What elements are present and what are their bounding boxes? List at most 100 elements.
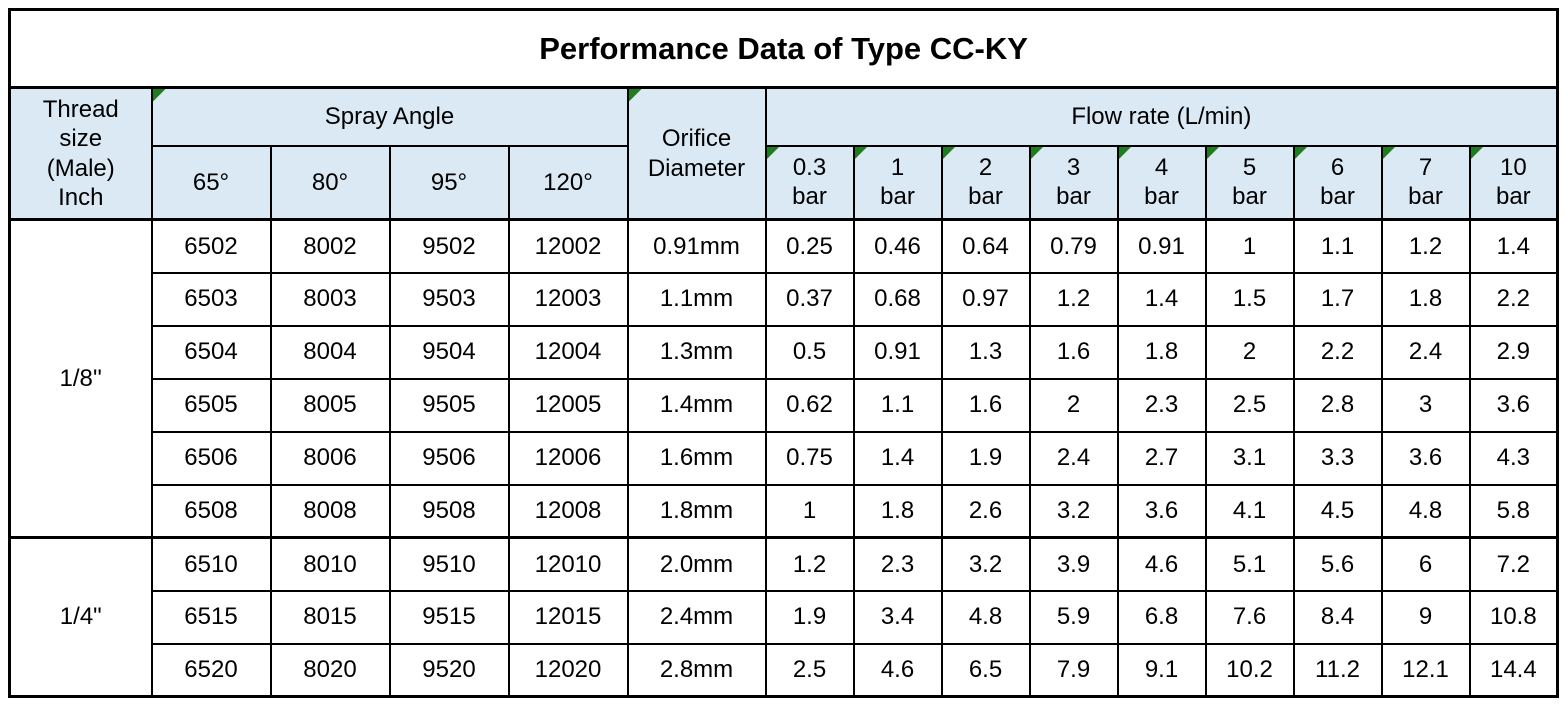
flow-rate-cell: 1.8 [1380,271,1471,327]
header-pressure-5bar: 5 bar [1204,144,1295,221]
flow-rate-cell: 2.3 [852,536,943,592]
header-pressure-2bar: 2 bar [940,144,1031,221]
flow-rate-cell: 3.6 [1468,377,1559,433]
orifice-diameter-cell: 2.0mm [626,536,767,592]
flow-rate-cell: 0.46 [852,218,943,274]
flow-rate-cell: 4.8 [940,589,1031,645]
header-pressure-0-3bar: 0.3 bar [764,144,855,221]
header-angle-65: 65° [150,144,272,221]
data-row: 6506 8006 9506 12006 1.6mm 0.75 1.4 1.9 2.4 2.7 3.… [10,430,1559,486]
flow-rate-cell: 4.8 [1380,483,1471,539]
data-row: 6505 8005 9505 12005 1.4mm 0.62 1.1 1.6 2 2.3 2.5 2… [10,377,1559,433]
flow-rate-cell: 2.6 [940,483,1031,539]
orifice-diameter-cell: 1.8mm [626,483,767,539]
flow-rate-cell: 8.4 [1292,589,1383,645]
flow-rate-cell: 0.25 [764,218,855,274]
flow-rate-cell: 2.8 [1292,377,1383,433]
flow-rate-cell: 7.9 [1028,642,1119,698]
data-row: 1/8'' 6502 8002 9502 12002 0.91mm 0.25 0.46 0.64… [8,218,1559,539]
flow-rate-cell: 0.97 [940,271,1031,327]
data-row: 1/4" 6510 8010 9510 12010 2.0mm 1.2 2.3 3.2 3.9 4.… [8,536,1559,698]
model-number-cell: 6502 [150,218,272,274]
flow-rate-cell: 3.3 [1292,430,1383,486]
flow-rate-cell: 1.8 [1116,324,1207,380]
flow-rate-cell: 1.3 [940,324,1031,380]
model-number-cell: 8005 [269,377,391,433]
flow-rate-cell: 0.75 [764,430,855,486]
model-number-cell: 6503 [150,271,272,327]
flow-rate-cell: 0.64 [940,218,1031,274]
header-angle-95: 95° [388,144,510,221]
model-number-cell: 9510 [388,536,510,592]
flow-rate-cell: 5.8 [1468,483,1559,539]
flow-rate-cell: 1.1 [852,377,943,433]
model-number-cell: 12006 [507,430,629,486]
model-number-cell: 12002 [507,218,629,274]
flow-rate-cell: 1.7 [1292,271,1383,327]
flow-rate-cell: 3.6 [1116,483,1207,539]
flow-rate-cell: 6.5 [940,642,1031,698]
flow-rate-cell: 2 [1028,377,1119,433]
flow-rate-cell: 4.3 [1468,430,1559,486]
orifice-diameter-cell: 2.4mm [626,589,767,645]
flow-rate-cell: 1.1 [1292,218,1383,274]
flow-rate-cell: 11.2 [1292,642,1383,698]
header-pressure-10bar: 10 bar [1468,144,1559,221]
flow-rate-cell: 9 [1380,589,1471,645]
flow-rate-cell: 2.5 [764,642,855,698]
flow-rate-cell: 1 [1204,218,1295,274]
flow-rate-cell: 7.2 [1468,536,1559,592]
model-number-cell: 6510 [150,536,272,592]
data-row: 6520 8020 9520 12020 2.8mm 2.5 4.6 6.5 7.9 9.1 10.… [10,642,1559,698]
header-group-row: Thread size (Male) Inch Spray Angle Orif… [8,86,1559,221]
flow-rate-cell: 3 [1380,377,1471,433]
flow-rate-cell: 1.6 [1028,324,1119,380]
flow-rate-cell: 1.4 [1116,271,1207,327]
flow-rate-cell: 1.2 [764,536,855,592]
model-number-cell: 12008 [507,483,629,539]
flow-rate-cell: 1.4 [852,430,943,486]
flow-rate-cell: 1.6 [940,377,1031,433]
model-number-cell: 8006 [269,430,391,486]
flow-rate-cell: 0.91 [1116,218,1207,274]
flow-rate-cell: 2.2 [1468,271,1559,327]
model-number-cell: 12004 [507,324,629,380]
flow-rate-cell: 10.2 [1204,642,1295,698]
performance-table: Performance Data of Type CC-KY Thread si… [8,8,1560,698]
flow-rate-cell: 4.6 [852,642,943,698]
model-number-cell: 12020 [507,642,629,698]
model-number-cell: 6505 [150,377,272,433]
model-number-cell: 6508 [150,483,272,539]
flow-rate-cell: 0.62 [764,377,855,433]
flow-rate-cell: 3.2 [940,536,1031,592]
model-number-cell: 8008 [269,483,391,539]
flow-rate-cell: 3.4 [852,589,943,645]
flow-rate-cell: 5.6 [1292,536,1383,592]
flow-rate-cell: 1.5 [1204,271,1295,327]
flow-rate-cell: 4.1 [1204,483,1295,539]
table-title: Performance Data of Type CC-KY [8,8,1559,89]
model-number-cell: 12005 [507,377,629,433]
model-number-cell: 12003 [507,271,629,327]
model-number-cell: 12015 [507,589,629,645]
header-pressure-3bar: 3 bar [1028,144,1119,221]
flow-rate-cell: 0.37 [764,271,855,327]
flow-rate-cell: 2.5 [1204,377,1295,433]
flow-rate-cell: 10.8 [1468,589,1559,645]
flow-rate-cell: 0.68 [852,271,943,327]
model-number-cell: 8004 [269,324,391,380]
data-row: 6503 8003 9503 12003 1.1mm 0.37 0.68 0.97 1.2 1.4… [10,271,1559,327]
header-pressure-4bar: 4 bar [1116,144,1207,221]
flow-rate-cell: 1.2 [1028,271,1119,327]
model-number-cell: 9508 [388,483,510,539]
flow-rate-cell: 2.9 [1468,324,1559,380]
flow-rate-cell: 3.9 [1028,536,1119,592]
flow-rate-cell: 2.4 [1028,430,1119,486]
flow-rate-cell: 1.8 [852,483,943,539]
table-header: Performance Data of Type CC-KY Thread si… [8,8,1559,221]
flow-rate-cell: 1.9 [764,589,855,645]
flow-rate-cell: 6.8 [1116,589,1207,645]
orifice-diameter-cell: 1.3mm [626,324,767,380]
flow-rate-cell: 2.3 [1116,377,1207,433]
data-row: 6515 8015 9515 12015 2.4mm 1.9 3.4 4.8 5.9 6.8 7.6… [10,589,1559,645]
